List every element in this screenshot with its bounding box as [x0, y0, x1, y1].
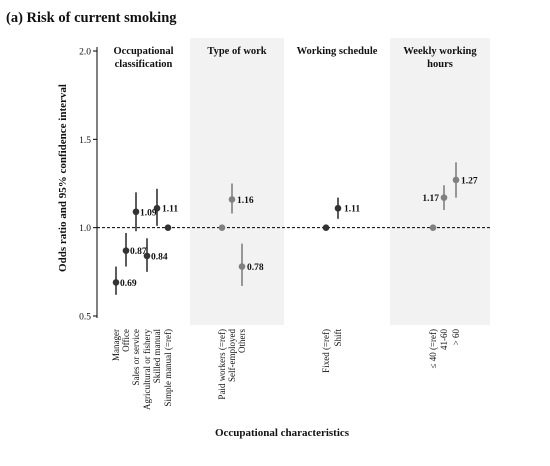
- y-tick-label: 1.0: [79, 224, 91, 234]
- data-point: [429, 224, 437, 231]
- data-label: 1.11: [162, 205, 178, 215]
- data-point: [322, 224, 330, 231]
- data-point: [153, 204, 161, 212]
- data-point: [112, 279, 120, 286]
- x-tick-label: Fixed (=ref): [321, 329, 331, 373]
- data-label: 1.09: [140, 208, 157, 218]
- data-point: [238, 263, 246, 270]
- data-label: 1.11: [344, 205, 360, 215]
- panel-background-4: [390, 38, 490, 325]
- x-tick-label: Self-employed: [227, 329, 237, 382]
- data-marks: [112, 162, 460, 295]
- y-tick-label: 2.0: [79, 48, 91, 58]
- data-point: [164, 224, 172, 231]
- data-point: [122, 247, 130, 254]
- panel-backgrounds: [190, 38, 490, 325]
- panel-title-1-line-2: classification: [115, 59, 173, 70]
- y-tick-label: 0.5: [79, 313, 91, 323]
- panel-background-2: [190, 38, 284, 325]
- panel-title-4-line-1: Weekly working: [403, 46, 477, 57]
- x-tick-label: Manager: [111, 329, 121, 361]
- x-tick-label: ≤ 40 (=ref): [428, 329, 438, 369]
- panel-title-2-line-1: Type of work: [207, 46, 266, 57]
- data-label: 0.69: [120, 279, 137, 289]
- chart-text: Occupational classification 0.69 Manager 0.8…: [111, 46, 478, 410]
- data-label: 1.27: [461, 176, 478, 186]
- data-point: [452, 176, 460, 184]
- x-tick-label: Skilled manual: [152, 329, 162, 384]
- x-tick-label: 41-60: [439, 329, 449, 350]
- data-label: 0.87: [130, 247, 147, 257]
- data-label: 1.16: [237, 196, 254, 206]
- data-label: 0.84: [151, 252, 168, 262]
- x-tick-label: Others: [237, 329, 247, 353]
- data-point: [334, 204, 342, 212]
- x-tick-label: Shift: [333, 329, 343, 347]
- panel-title-3-line-1: Working schedule: [297, 46, 378, 57]
- x-tick-label: Simple manual (=ref): [163, 329, 173, 407]
- data-point: [132, 208, 140, 216]
- data-point: [228, 196, 236, 203]
- data-point: [440, 194, 448, 201]
- x-axis-title: Occupational characteristics: [215, 427, 350, 439]
- panel-title-4-line-2: hours: [427, 59, 453, 70]
- x-tick-label: Paid workers (=ref): [217, 329, 227, 400]
- x-tick-label: Office: [121, 329, 131, 352]
- panel-title-1-line-1: Occupational: [113, 46, 173, 57]
- data-label: 1.17: [422, 194, 439, 204]
- data-point: [218, 224, 226, 231]
- chart-title: (a) Risk of current smoking: [6, 10, 177, 26]
- y-tick-label: 1.5: [79, 136, 91, 146]
- data-point: [143, 252, 151, 260]
- y-axis-title: Odds ratio and 95% confidence interval: [57, 84, 69, 272]
- y-axis: 0.5 1.0 1.5 2.0: [79, 47, 98, 323]
- data-label: 0.78: [247, 263, 264, 273]
- x-tick-label: Sales or service: [131, 329, 141, 385]
- x-tick-label: Agricultural or fishery: [142, 329, 152, 410]
- x-tick-label: > 60: [451, 329, 461, 346]
